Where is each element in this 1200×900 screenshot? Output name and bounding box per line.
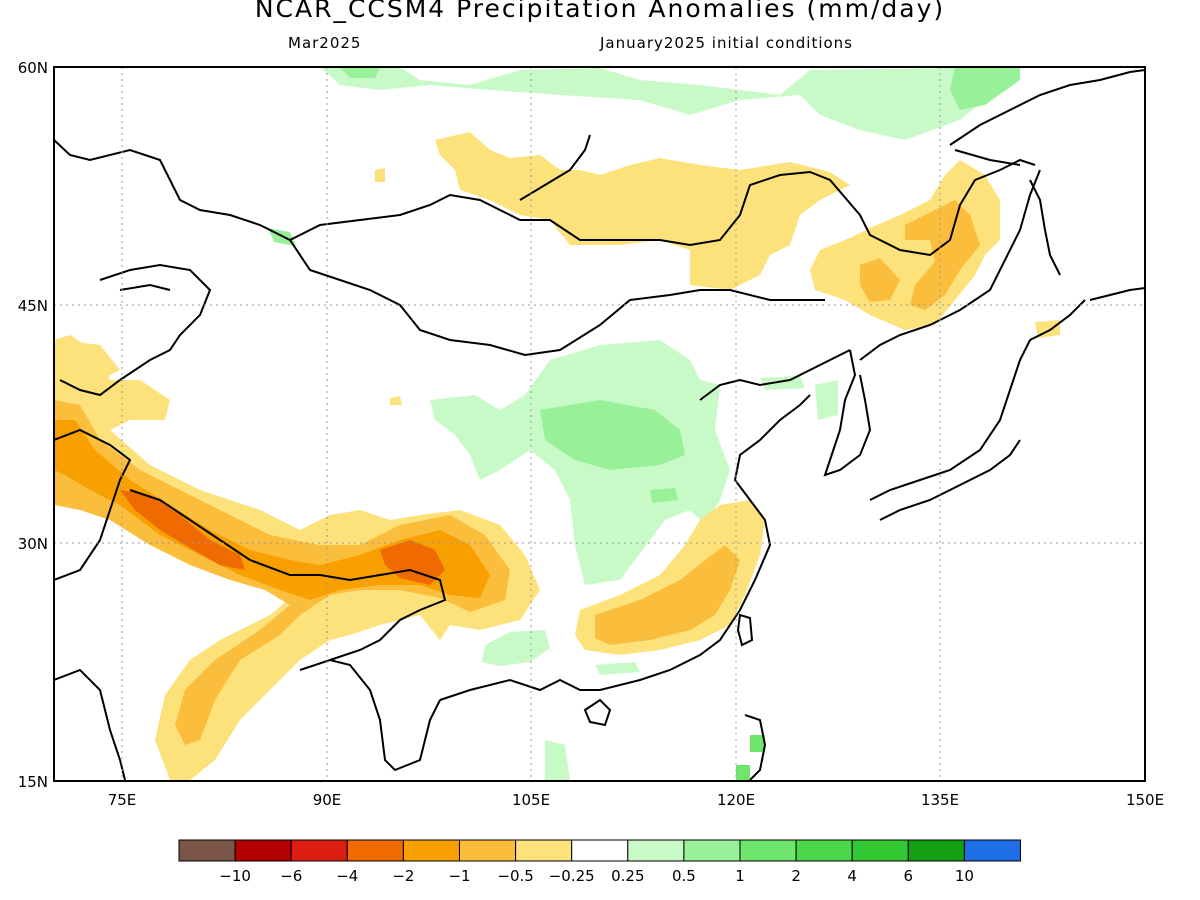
coast-india <box>54 668 126 781</box>
colorbar-label: −0.5 <box>497 867 533 885</box>
colorbar-swatch <box>290 839 348 862</box>
colorbar-label: −2 <box>392 867 414 885</box>
colorbar-label: 2 <box>791 867 801 885</box>
wet-region-korea-2 <box>760 376 805 390</box>
dry-patch-tibet <box>380 540 445 585</box>
wet-region-central <box>430 340 730 585</box>
dry-patch-south-china <box>595 545 740 645</box>
colorbar-label: 1 <box>735 867 745 885</box>
lat-label-45n: 45N <box>18 297 48 315</box>
colorbar-swatch <box>515 839 573 862</box>
coast-okhotsk <box>954 149 1021 166</box>
wet-patch-nw <box>340 67 380 78</box>
colorbar-label: −6 <box>280 867 302 885</box>
coast-russia-far-east <box>859 169 1041 361</box>
lon-label-135e: 135E <box>921 791 959 809</box>
coast-sakhalin <box>1029 179 1061 276</box>
lon-label-105e: 105E <box>512 791 550 809</box>
coast-kuril <box>1089 287 1145 301</box>
colorbar: −10 −6 −4 −2 −1 −0.5 −0.25 0.25 0.5 1 2 4 6 10 <box>178 839 1022 885</box>
border-kz <box>59 263 212 397</box>
grid <box>54 67 1145 781</box>
colorbar-label: 10 <box>955 867 974 885</box>
initial-conditions: January2025 initial conditions <box>600 34 853 52</box>
dry-patch-himalaya-2 <box>54 420 490 600</box>
map-frame <box>53 66 1146 782</box>
wet-region-philippines-2 <box>736 765 750 780</box>
colorbar-swatch <box>963 839 1022 862</box>
coastlines <box>54 69 1145 781</box>
dry-patch-himalaya-3 <box>120 490 245 570</box>
coast-kamchatka <box>949 69 1145 146</box>
coast-korea <box>823 349 872 477</box>
lon-label-120e: 120E <box>717 791 755 809</box>
wet-region-philippines <box>750 735 765 752</box>
colorbar-label: −1 <box>448 867 470 885</box>
coast-indochina <box>439 678 600 701</box>
forecast-month: Mar2025 <box>288 34 362 52</box>
coast-bohai <box>699 349 851 401</box>
wet-region-north <box>320 67 1020 140</box>
coast-japan-2 <box>879 439 1021 521</box>
lat-label-60n: 60N <box>18 59 48 77</box>
wet-patch-central <box>540 400 685 470</box>
coast-philippines <box>744 714 767 781</box>
colorbar-swatch <box>907 839 965 862</box>
colorbar-label: 4 <box>847 867 857 885</box>
lat-label-30n: 30N <box>18 535 48 553</box>
wet-patch-small <box>650 488 678 503</box>
wet-region-indochina <box>482 630 550 666</box>
wet-region-korea <box>815 380 838 420</box>
dry-patch-northeast-2 <box>905 200 980 310</box>
lon-label-75e: 75E <box>108 791 137 809</box>
border-north <box>54 139 1036 257</box>
lat-label-15n: 15N <box>18 773 48 791</box>
colorbar-swatch <box>627 839 685 862</box>
baikal <box>519 134 591 201</box>
coast-taiwan <box>736 613 754 647</box>
dry-patch-siberia <box>375 168 385 182</box>
colorbar-label: −4 <box>336 867 358 885</box>
lon-axis: 75E 90E 105E 120E 135E 150E <box>108 791 1164 809</box>
colorbar-label: −0.25 <box>549 867 595 885</box>
colorbar-label: −10 <box>219 867 251 885</box>
colorbar-label: 6 <box>904 867 914 885</box>
coast-china-south <box>599 394 811 691</box>
border-himalaya <box>54 428 132 581</box>
dry-region-siberia <box>435 132 850 290</box>
coast-japan <box>869 299 1086 501</box>
colorbar-swatch <box>234 839 292 862</box>
dry-patch-kz-sw <box>55 340 120 380</box>
lat-axis: 60N 45N 30N 15N <box>18 59 48 791</box>
border-mongolia <box>289 239 825 357</box>
border-nepal <box>129 489 447 661</box>
map-title: NCAR_CCSM4 Precipitation Anomalies (mm/d… <box>254 0 946 23</box>
dry-patch-northeast <box>860 258 900 302</box>
coast-bengal <box>299 658 441 772</box>
colorbar-label: 0.25 <box>611 867 644 885</box>
lon-label-150e: 150E <box>1126 791 1164 809</box>
colorbar-swatch <box>346 839 404 862</box>
colorbar-swatch <box>459 839 517 862</box>
colorbar-swatch <box>402 839 460 862</box>
colorbar-swatch <box>178 839 236 862</box>
colorbar-swatch <box>683 839 741 862</box>
coast-hainan <box>583 698 612 727</box>
wet-patch-ne <box>950 67 1020 110</box>
wet-region-scs <box>595 662 640 675</box>
wet-region-laos <box>545 740 570 780</box>
colorbar-swatch <box>851 839 909 862</box>
dry-patch-small-tibet <box>390 396 402 405</box>
colorbar-label: 0.5 <box>672 867 696 885</box>
colorbar-swatch <box>739 839 797 862</box>
colorbar-swatch <box>795 839 853 862</box>
lon-label-90e: 90E <box>313 791 342 809</box>
colorbar-swatch <box>571 839 629 862</box>
anomaly-shading <box>54 67 1060 780</box>
lake-balkhash <box>119 283 171 291</box>
